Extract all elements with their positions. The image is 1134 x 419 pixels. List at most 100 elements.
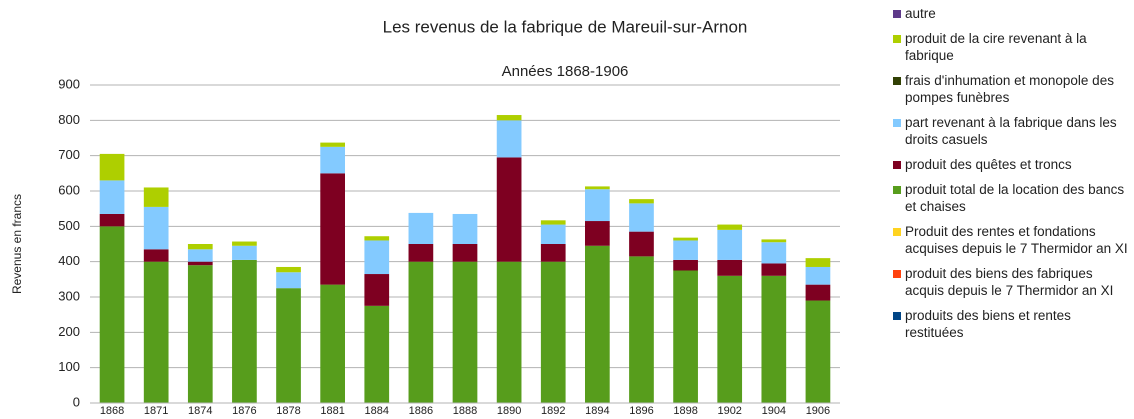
bar-segment <box>761 239 787 243</box>
legend-item: part revenant à la fabrique dans les dro… <box>893 114 1131 148</box>
y-tick-label: 700 <box>58 147 80 162</box>
bar-segment <box>629 256 654 403</box>
x-tick-label: 1874 <box>188 405 212 417</box>
bar-segment <box>585 245 610 403</box>
x-tick-label: 1888 <box>453 405 477 417</box>
bar-segment <box>364 240 390 275</box>
bar-segment <box>717 229 743 260</box>
legend-label: produit total de la location des bancs e… <box>905 182 1125 214</box>
y-tick-label: 600 <box>58 182 80 197</box>
x-tick-label: 1890 <box>497 405 521 417</box>
y-tick-label: 200 <box>58 324 80 339</box>
x-tick-label: 1881 <box>320 405 344 417</box>
bar-segment <box>673 237 698 241</box>
y-tick-label: 0 <box>73 394 80 409</box>
bar-segment <box>805 300 831 403</box>
bar-segment <box>408 244 434 262</box>
legend-swatch <box>893 10 901 18</box>
bar-segment <box>496 261 522 403</box>
bar-segment <box>408 261 434 403</box>
bar-segment <box>585 186 610 190</box>
bar-segment <box>761 242 787 264</box>
bar-segment <box>408 212 434 244</box>
legend-item: produit de la cire revenant à la fabriqu… <box>893 30 1131 64</box>
y-tick-label: 400 <box>58 253 80 268</box>
x-tick-label: 1892 <box>541 405 565 417</box>
legend-label: produit des biens des fabriques acquis d… <box>905 266 1114 298</box>
x-tick-label: 1878 <box>276 405 300 417</box>
x-tick-label: 1902 <box>717 405 741 417</box>
bar-segment <box>805 266 831 285</box>
bar-segment <box>320 146 345 174</box>
bar-segment <box>761 275 787 403</box>
bar-segment <box>540 220 566 225</box>
x-tick-label: 1906 <box>806 405 830 417</box>
legend-item: frais d'inhumation et monopole des pompe… <box>893 72 1131 106</box>
legend-item: produit des biens des fabriques acquis d… <box>893 265 1131 299</box>
bar-segment <box>761 263 787 276</box>
bar-segment <box>320 142 345 147</box>
bar-segment <box>717 224 743 230</box>
legend-label: produit de la cire revenant à la fabriqu… <box>905 31 1087 63</box>
bar-segment <box>540 261 566 403</box>
bar-segment <box>673 240 698 260</box>
plot: Les revenus de la fabrique de Mareuil-su… <box>10 17 840 417</box>
x-tick-label: 1876 <box>232 405 256 417</box>
x-tick-label: 1884 <box>365 405 389 417</box>
bar-segment <box>320 173 345 285</box>
bar-segment <box>673 259 698 271</box>
bar-segment <box>187 244 213 250</box>
chart-subtitle: Années 1868-1906 <box>502 63 629 80</box>
legend-swatch <box>893 161 901 169</box>
legend-item: produit des quêtes et troncs <box>893 156 1131 173</box>
legend-swatch <box>893 312 901 320</box>
legend-swatch <box>893 77 901 85</box>
bar-segment <box>320 284 345 403</box>
legend-swatch <box>893 35 901 43</box>
bar-segment <box>629 231 654 257</box>
legend-swatch <box>893 186 901 194</box>
x-tick-label: 1894 <box>585 405 609 417</box>
legend-label: part revenant à la fabrique dans les dro… <box>905 115 1117 147</box>
bar-segment <box>496 120 522 158</box>
legend-swatch <box>893 228 901 236</box>
legend-label: produit des quêtes et troncs <box>905 157 1072 172</box>
bar-segment <box>673 270 698 403</box>
y-axis-label: Revenus en francs <box>10 194 24 294</box>
bar-segment <box>99 180 125 214</box>
bar-segment <box>805 258 831 267</box>
y-tick-label: 800 <box>58 112 80 127</box>
bar-segment <box>364 305 390 403</box>
bar-segment <box>805 284 831 301</box>
bar-segment <box>143 261 169 403</box>
legend-item: produit total de la location des bancs e… <box>893 181 1131 215</box>
bar-segment <box>187 265 213 403</box>
bar-segment <box>540 244 566 262</box>
y-tick-label: 500 <box>58 218 80 233</box>
y-tick-label: 300 <box>58 288 80 303</box>
x-tick-label: 1886 <box>409 405 433 417</box>
x-tick-label: 1904 <box>762 405 786 417</box>
bar-segment <box>187 249 213 262</box>
legend-label: autre <box>905 6 936 21</box>
bar-segment <box>143 206 169 250</box>
bar-segment <box>99 213 125 227</box>
bar-segment <box>276 266 301 273</box>
legend-swatch <box>893 119 901 127</box>
bar-segment <box>232 245 257 260</box>
legend-item: produits des biens et rentes restituées <box>893 307 1131 341</box>
legend-label: Produit des rentes et fondations acquise… <box>905 224 1128 256</box>
y-tick-label: 900 <box>58 76 80 91</box>
bar-segment <box>496 115 522 121</box>
bar-segment <box>276 288 301 403</box>
bar-segment <box>99 153 125 181</box>
x-tick-label: 1896 <box>629 405 653 417</box>
legend-swatch <box>893 270 901 278</box>
bar-segment <box>99 226 125 403</box>
legend: autre produit de la cire revenant à la fa… <box>893 5 1131 349</box>
y-tick-label: 100 <box>58 359 80 374</box>
bar-segment <box>585 189 610 222</box>
legend-item: autre <box>893 5 1131 22</box>
bar-segment <box>496 157 522 262</box>
